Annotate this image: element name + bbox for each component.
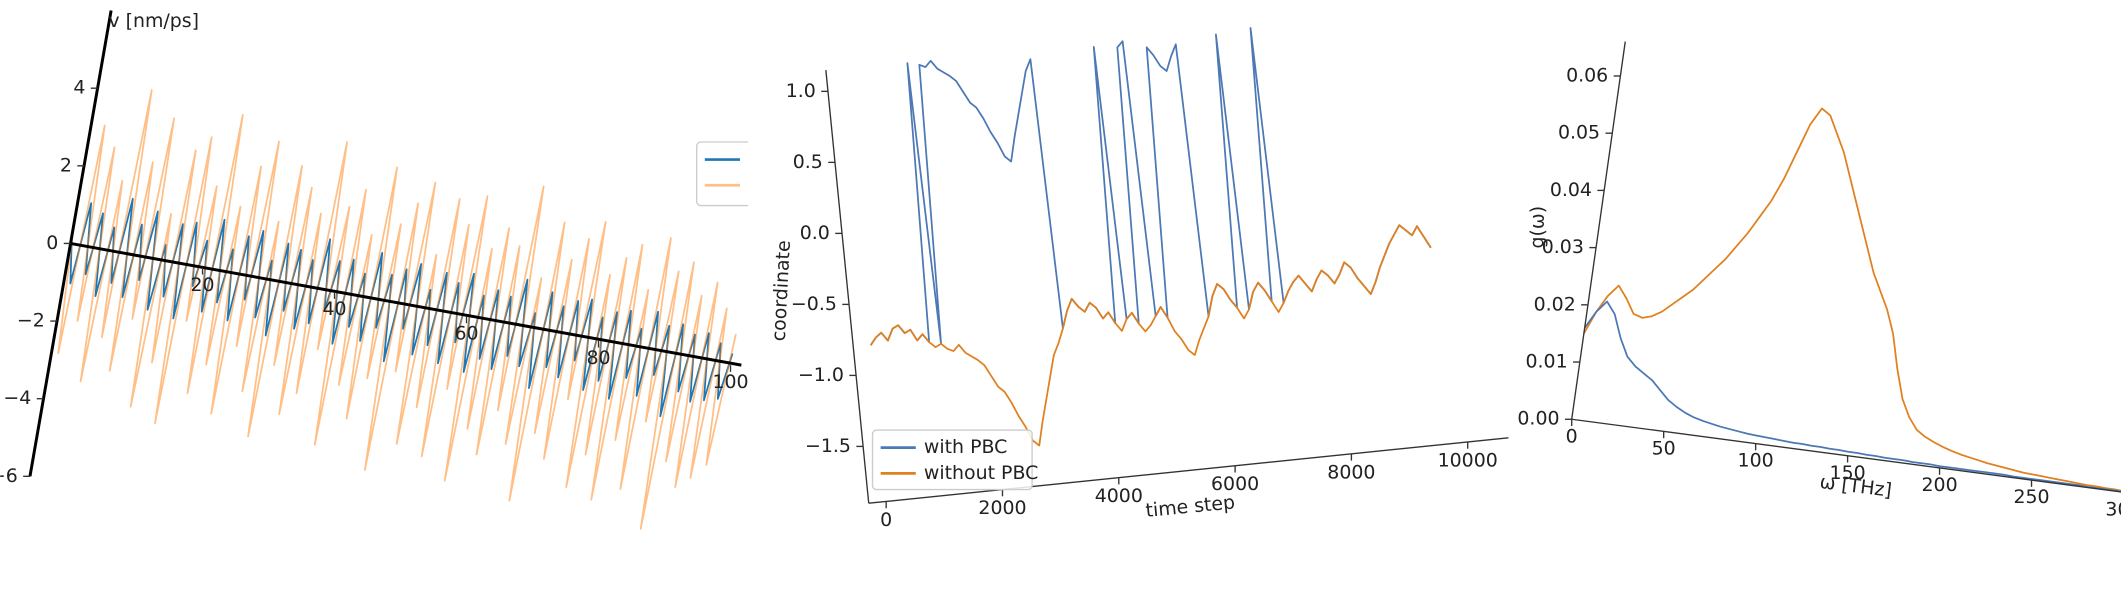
x-axis	[70, 241, 742, 367]
y-tick-label: 0.01	[1526, 351, 1568, 373]
x-tick-label: 100	[1738, 450, 1774, 472]
x-axis	[868, 437, 1509, 504]
y-tick-label: 4	[73, 77, 85, 99]
y-tick-label: −1.5	[805, 435, 851, 457]
y-tick-label: 0.03	[1542, 236, 1584, 258]
y-tick-label: 0.02	[1534, 293, 1576, 315]
x-tick-label: 300	[2105, 498, 2121, 520]
y-tick-label: 0.06	[1566, 64, 1608, 86]
chart: −1.5 −1.0 −0.5 0.0 0.5 1.0 0 2000 4000 6000 8000 10…	[768, 27, 1509, 531]
legend-label: without PBC	[924, 462, 1038, 484]
legend-label: with PBC	[924, 436, 1007, 458]
y-tick-label: −1.0	[798, 364, 844, 386]
x-tick-label: 40	[322, 298, 346, 320]
y-tick-label: 0.00	[1517, 408, 1559, 430]
series-line	[869, 224, 1432, 447]
x-tick-label: 100	[712, 371, 748, 393]
x-tick-label: 20	[190, 274, 214, 296]
y-axis	[1571, 41, 1626, 420]
x-tick-label: 200	[1921, 474, 1957, 496]
y-tick-label: 0.0	[800, 222, 830, 244]
x-tick-label: 60	[454, 323, 478, 345]
y-axis	[825, 69, 870, 504]
x-tick-label: 6000	[1211, 473, 1259, 495]
y-tick-label: −2	[17, 310, 45, 332]
series-line	[1583, 107, 2121, 492]
x-tick-label: 250	[2013, 486, 2049, 508]
y-tick-label: 0.04	[1550, 179, 1592, 201]
series-line	[1583, 300, 2121, 493]
y-tick-label: 0.05	[1558, 122, 1600, 144]
x-tick-label: 2000	[978, 497, 1026, 519]
y-tick-label: 1.0	[786, 80, 816, 102]
legend-box	[696, 141, 749, 207]
y-tick-label: −0.5	[791, 293, 837, 315]
chart: −6 −4 −2 0 2 4 20 40 60 80 100 v [nm/ps]	[0, 10, 749, 530]
x-tick-label: 8000	[1327, 461, 1375, 483]
x-tick-label: 0	[1566, 425, 1578, 447]
x-tick-label: 80	[586, 347, 610, 369]
series-line	[57, 89, 737, 530]
x-tick-label: 0	[880, 509, 892, 531]
y-tick-label: −6	[0, 465, 18, 487]
y-tick-label: 0.5	[793, 151, 823, 173]
y-tick-label: −4	[3, 387, 31, 409]
y-axis-label: coordinate	[768, 240, 795, 342]
y-tick-label: 2	[60, 154, 72, 176]
x-tick-label: 50	[1652, 437, 1676, 459]
y-tick-label: 0	[46, 232, 58, 254]
x-tick-label: 150	[1830, 462, 1866, 484]
y-axis-label: v [nm/ps]	[108, 10, 199, 32]
legend	[696, 141, 749, 207]
series-line	[69, 197, 734, 418]
legend: with PBC without PBC	[871, 429, 1038, 491]
y-axis-label: g(ω)	[1526, 206, 1548, 249]
x-tick-label: 10000	[1438, 449, 1498, 471]
x-tick-label: 4000	[1095, 485, 1143, 507]
